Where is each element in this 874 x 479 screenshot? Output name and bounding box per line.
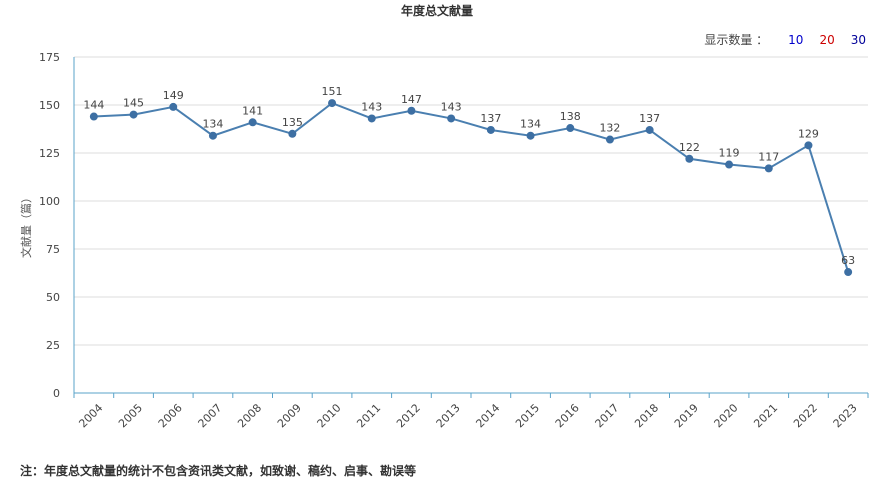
data-point — [89, 112, 98, 121]
data-label: 117 — [758, 150, 779, 163]
data-point — [129, 110, 138, 119]
data-label: 132 — [599, 122, 620, 135]
data-label: 119 — [719, 147, 740, 160]
x-tick-label: 2007 — [196, 401, 225, 430]
data-point — [248, 118, 257, 127]
count-option-10[interactable]: 10 — [788, 32, 804, 47]
data-label: 134 — [520, 118, 541, 131]
data-point — [328, 99, 337, 108]
data-point — [407, 106, 416, 115]
data-label: 129 — [798, 127, 819, 140]
x-tick-label: 2014 — [473, 401, 502, 430]
x-tick-label: 2023 — [831, 401, 860, 430]
display-count-selector: 显示数量 ： 10 20 30 — [704, 31, 866, 48]
x-tick-label: 2022 — [791, 401, 820, 430]
data-label: 122 — [679, 141, 700, 154]
data-point — [367, 114, 376, 123]
series-line — [93, 101, 850, 273]
chart-title: 年度总文献量 — [400, 4, 473, 18]
x-tick-label: 2011 — [354, 401, 383, 430]
data-point — [288, 129, 297, 138]
data-point — [645, 125, 654, 134]
x-tick-label: 2005 — [116, 401, 145, 430]
data-label: 151 — [322, 85, 343, 98]
x-tick-label: 2013 — [434, 401, 463, 430]
data-point — [685, 154, 694, 163]
x-tick-label: 2012 — [394, 401, 423, 430]
data-label: 63 — [841, 254, 855, 267]
y-tick-label: 150 — [39, 99, 60, 112]
x-tick-label: 2008 — [235, 401, 264, 430]
x-tick-label: 2017 — [593, 401, 622, 430]
data-point — [169, 102, 178, 111]
data-point — [764, 164, 773, 173]
y-tick-label: 50 — [46, 291, 60, 304]
y-tick-label: 125 — [39, 147, 60, 160]
count-option-30[interactable]: 30 — [850, 32, 866, 47]
data-label: 137 — [639, 112, 660, 125]
data-point — [844, 268, 853, 277]
data-label: 141 — [242, 104, 263, 117]
x-tick-label: 2006 — [156, 401, 185, 430]
data-point — [566, 124, 575, 133]
data-point — [526, 131, 535, 140]
data-label: 138 — [560, 110, 581, 123]
x-tick-label: 2004 — [76, 401, 105, 430]
data-point — [447, 114, 456, 123]
data-point — [804, 141, 813, 150]
data-label: 143 — [361, 100, 382, 113]
data-point — [605, 135, 614, 144]
line-chart: 0 25 50 75 100 125 150 175 2004 2005 2006 2007 2008 2… — [19, 51, 869, 430]
data-label: 137 — [480, 112, 501, 125]
x-tick-label: 2016 — [553, 401, 582, 430]
x-tick-label: 2015 — [513, 401, 542, 430]
x-tick-label: 2021 — [751, 401, 780, 430]
data-label: 144 — [83, 99, 104, 112]
data-label: 134 — [202, 118, 223, 131]
x-tick-label: 2018 — [632, 401, 661, 430]
y-tick-label: 25 — [46, 339, 60, 352]
data-label: 147 — [401, 93, 422, 106]
y-tick-label: 100 — [39, 195, 60, 208]
data-label: 149 — [163, 89, 184, 102]
y-tick-label: 175 — [39, 51, 60, 64]
x-tick-label: 2010 — [315, 401, 344, 430]
x-tick-label: 2020 — [712, 401, 741, 430]
data-label: 135 — [282, 116, 303, 129]
data-label: 145 — [123, 97, 144, 110]
x-tick-label: 2019 — [672, 401, 701, 430]
data-label: 143 — [441, 100, 462, 113]
data-point — [208, 131, 217, 140]
data-point — [486, 125, 495, 134]
y-tick-label: 0 — [53, 387, 60, 400]
y-tick-label: 75 — [46, 243, 60, 256]
footnote: 注：年度总文献量的统计不包含资讯类文献，如致谢、稿约、启事、勘误等 — [20, 464, 417, 478]
display-count-label: 显示数量 ： — [704, 33, 769, 47]
x-tick-label: 2009 — [275, 401, 304, 430]
count-option-20[interactable]: 20 — [819, 32, 835, 47]
data-point — [725, 160, 734, 169]
y-axis-label: 文献量（篇） — [19, 192, 33, 258]
